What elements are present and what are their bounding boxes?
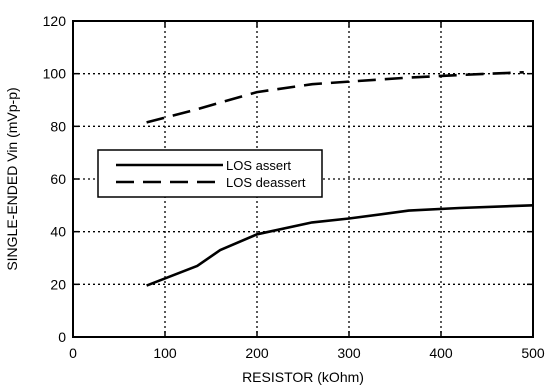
y-axis-label: SINGLE-ENDED Vin (mVp-p) — [4, 87, 20, 270]
x-tick-label: 400 — [429, 345, 453, 361]
axis-ticks: 0 100 200 300 400 500 0 20 40 60 80 100 120 — [43, 13, 545, 361]
legend-box — [97, 149, 323, 198]
legend-label: LOS deassert — [226, 175, 306, 190]
series-line-los-deassert — [146, 71, 524, 124]
x-tick-label: 500 — [521, 345, 545, 361]
y-tick-label: 80 — [50, 118, 66, 134]
x-tick-label: 200 — [245, 345, 269, 361]
y-tick-label: 120 — [43, 13, 67, 29]
y-tick-label: 40 — [50, 224, 66, 240]
series-lines — [146, 71, 534, 287]
y-tick-label: 60 — [50, 171, 66, 187]
y-tick-label: 100 — [43, 66, 67, 82]
x-axis-label: RESISTOR (kOhm) — [242, 369, 364, 385]
y-tick-label: 20 — [50, 276, 66, 292]
x-tick-label: 100 — [153, 345, 177, 361]
x-tick-label: 300 — [337, 345, 361, 361]
series-line-los-assert — [146, 204, 534, 287]
legend: LOS assert LOS deassert — [97, 149, 323, 198]
y-tick-label: 0 — [58, 329, 66, 345]
x-tick-label: 0 — [69, 345, 77, 361]
legend-label: LOS assert — [226, 158, 291, 173]
